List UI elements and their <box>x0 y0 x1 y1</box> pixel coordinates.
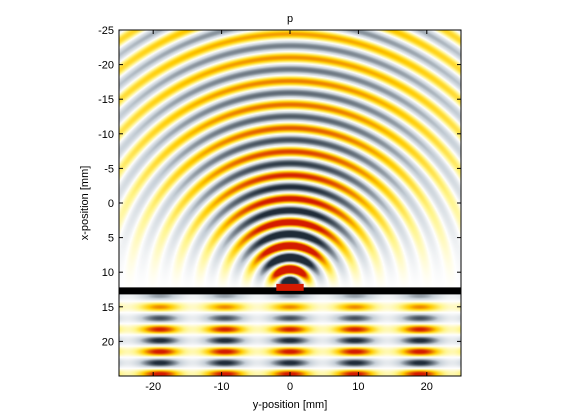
y-axis-ticks: -25 -20 -15 -10 -5 0 5 10 15 20 <box>98 25 461 348</box>
source-element <box>276 283 304 291</box>
x-axis-label: y-position [mm] <box>253 399 328 411</box>
x-tick-label: 10 <box>352 381 364 393</box>
wave-field-heatmap <box>119 30 461 376</box>
y-tick-label: -10 <box>98 129 114 141</box>
y-axis-label: x-position [mm] <box>79 166 91 241</box>
y-tick-label: -25 <box>98 25 114 37</box>
y-tick-label: 20 <box>102 336 114 348</box>
y-tick-label: 5 <box>108 233 114 245</box>
x-tick-label: -20 <box>145 381 161 393</box>
x-tick-label: 20 <box>421 381 433 393</box>
chart-title: p <box>287 13 293 25</box>
y-tick-label: 0 <box>108 198 114 210</box>
y-tick-label: -15 <box>98 94 114 106</box>
y-tick-label: 10 <box>102 267 114 279</box>
y-tick-label: -5 <box>104 163 114 175</box>
y-tick-label: 15 <box>102 302 114 314</box>
x-axis-ticks: -20 -10 0 10 20 <box>145 30 433 393</box>
x-tick-label: -10 <box>214 381 230 393</box>
x-tick-label: 0 <box>287 381 293 393</box>
y-tick-label: -20 <box>98 60 114 72</box>
